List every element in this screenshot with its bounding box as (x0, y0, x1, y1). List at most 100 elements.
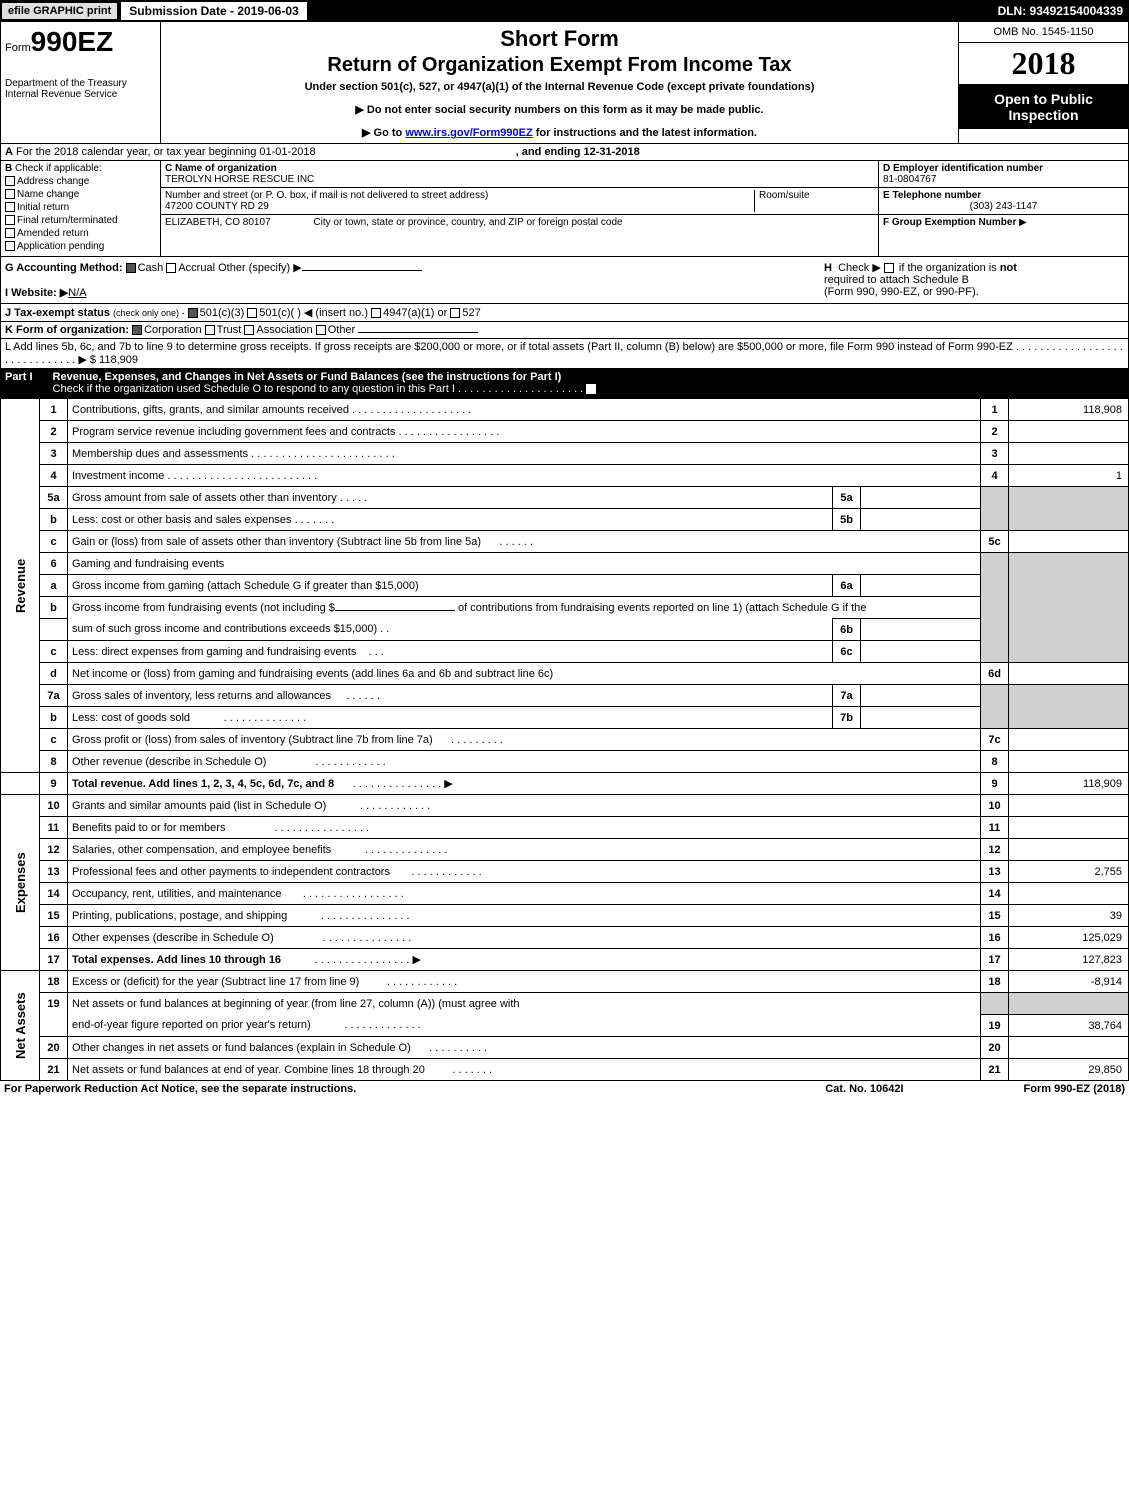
table-row: 19 Net assets or fund balances at beginn… (1, 993, 1129, 1015)
line-text: Program service revenue including govern… (72, 426, 395, 438)
cb-accrual[interactable] (166, 263, 176, 273)
line-num (40, 1015, 68, 1037)
department-label: Department of the Treasury Internal Reve… (5, 78, 156, 100)
cb-schedule-b[interactable] (884, 263, 894, 273)
irs-link[interactable]: www.irs.gov/Form990EZ (405, 127, 532, 139)
line-text: Contributions, gifts, grants, and simila… (72, 404, 349, 416)
col-d: D Employer identification number 81-0804… (878, 161, 1128, 256)
ein-row: D Employer identification number 81-0804… (879, 161, 1128, 188)
efile-print-button[interactable]: efile GRAPHIC print (2, 3, 117, 19)
table-row: sum of such gross income and contributio… (1, 619, 1129, 641)
cb-501c3[interactable] (188, 308, 198, 318)
cb-application-pending[interactable]: Application pending (5, 241, 156, 252)
line-text: Salaries, other compensation, and employ… (72, 844, 331, 856)
shaded-cell (1009, 993, 1129, 1015)
row-l-text: L Add lines 5b, 6c, and 7b to line 9 to … (5, 341, 1013, 353)
sub-value (861, 641, 981, 663)
table-row: 6 Gaming and fundraising events (1, 553, 1129, 575)
cb-trust[interactable] (205, 325, 215, 335)
line-text: Other changes in net assets or fund bala… (72, 1042, 411, 1054)
cb-4947[interactable] (371, 308, 381, 318)
line-text: Net income or (loss) from gaming and fun… (68, 663, 981, 685)
part-1-title: Revenue, Expenses, and Changes in Net As… (53, 371, 562, 383)
line-num: 11 (40, 817, 68, 839)
line-num: 7a (40, 685, 68, 707)
cb-initial-return[interactable]: Initial return (5, 202, 156, 213)
table-row: c Gain or (loss) from sale of assets oth… (1, 531, 1129, 553)
line-ref: 7c (981, 729, 1009, 751)
line-text: Gross amount from sale of assets other t… (72, 492, 337, 504)
row-g-label: G Accounting Method: (5, 262, 123, 274)
row-a-ending: , and ending 12-31-2018 (516, 146, 640, 158)
sub-value (861, 487, 981, 509)
line-value (1009, 817, 1129, 839)
cb-schedule-o[interactable]: ✓ (586, 384, 596, 394)
footer-left: For Paperwork Reduction Act Notice, see … (4, 1083, 356, 1095)
line-text: end-of-year figure reported on prior yea… (72, 1019, 311, 1031)
row-h-label: H (824, 262, 832, 274)
table-row: 8 Other revenue (describe in Schedule O)… (1, 751, 1129, 773)
line-ref: 12 (981, 839, 1009, 861)
accrual-label: Accrual (178, 262, 215, 274)
addr-label: Number and street (or P. O. box, if mail… (165, 190, 488, 201)
shaded-cell (1009, 487, 1129, 531)
line-value: 2,755 (1009, 861, 1129, 883)
cb-final-return[interactable]: Final return/terminated (5, 215, 156, 226)
header-left: Form990EZ Department of the Treasury Int… (1, 22, 161, 143)
room-label: Room/suite (759, 190, 810, 201)
city-row: ELIZABETH, CO 80107 City or town, state … (161, 215, 878, 241)
line-text: Excess or (deficit) for the year (Subtra… (72, 976, 359, 988)
line-text: Membership dues and assessments (72, 448, 248, 460)
phone-value: (303) 243-1147 (883, 201, 1124, 212)
line-num: 13 (40, 861, 68, 883)
col-b-heading: Check if applicable: (15, 163, 102, 174)
cb-amended-return[interactable]: Amended return (5, 228, 156, 239)
shaded-cell (981, 553, 1009, 663)
fundraising-amount-input[interactable] (335, 610, 455, 611)
header-middle: Short Form Return of Organization Exempt… (161, 22, 958, 143)
table-row: 2 Program service revenue including gove… (1, 421, 1129, 443)
line-num: 1 (40, 399, 68, 421)
line-num: 8 (40, 751, 68, 773)
line-ref: 13 (981, 861, 1009, 883)
line-text: of contributions from fundraising events… (458, 602, 866, 614)
cb-corporation[interactable] (132, 325, 142, 335)
row-g: G Accounting Method: Cash Accrual Other … (5, 261, 824, 299)
line-text: Occupancy, rent, utilities, and maintena… (72, 888, 282, 900)
h-t3: required to attach Schedule B (824, 274, 969, 286)
cb-527[interactable] (450, 308, 460, 318)
table-row: b Less: cost or other basis and sales ex… (1, 509, 1129, 531)
revenue-side-label: Revenue (1, 399, 40, 773)
line-text: Gross profit or (loss) from sales of inv… (72, 734, 433, 746)
cb-association[interactable] (244, 325, 254, 335)
row-k-label: K Form of organization: (5, 324, 129, 336)
line-num: 18 (40, 971, 68, 993)
section-bc: B Check if applicable: Address change Na… (0, 161, 1129, 257)
line-num: 20 (40, 1037, 68, 1059)
opt-501c: 501(c)( ) ◀ (insert no.) (259, 307, 368, 319)
dln-number: DLN: 93492154004339 (998, 4, 1127, 18)
cb-address-change[interactable]: Address change (5, 176, 156, 187)
row-a: A For the 2018 calendar year, or tax yea… (0, 144, 1129, 161)
line-ref: 18 (981, 971, 1009, 993)
table-row: 14 Occupancy, rent, utilities, and maint… (1, 883, 1129, 905)
shaded-cell (1009, 685, 1129, 729)
table-row: Revenue 1 Contributions, gifts, grants, … (1, 399, 1129, 421)
cb-name-change[interactable]: Name change (5, 189, 156, 200)
line-value: 39 (1009, 905, 1129, 927)
line-num: 6 (40, 553, 68, 575)
group-exemption-row: F Group Exemption Number ▶ (879, 215, 1128, 241)
col-b-label: B (5, 163, 12, 174)
cb-cash[interactable] (126, 263, 136, 273)
form-title-2: Return of Organization Exempt From Incom… (171, 54, 948, 77)
opt-other: Other (328, 324, 356, 336)
line-value (1009, 1037, 1129, 1059)
line-value (1009, 443, 1129, 465)
other-specify-input[interactable] (302, 270, 422, 271)
line-ref: 1 (981, 399, 1009, 421)
h-check: Check ▶ (838, 262, 881, 274)
other-org-input[interactable] (358, 332, 478, 333)
cb-other-org[interactable] (316, 325, 326, 335)
line-ref: 14 (981, 883, 1009, 905)
cb-501c[interactable] (247, 308, 257, 318)
